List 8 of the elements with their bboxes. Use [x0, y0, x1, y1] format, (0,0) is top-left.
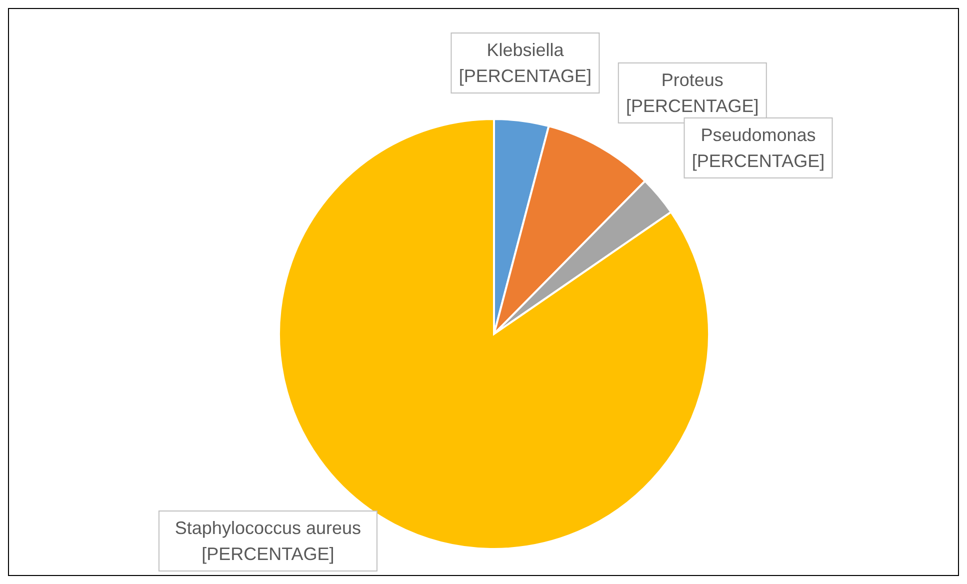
data-label: [PERCENTAGE]: [458, 66, 592, 86]
data-label: [PERCENTAGE]: [692, 150, 825, 171]
data-label: [PERCENTAGE]: [202, 544, 334, 564]
slice-label: Klebsiella: [486, 40, 565, 60]
slice-label: Proteus: [661, 70, 724, 90]
slice-label: Staphylococcus aureus: [174, 518, 362, 538]
data-label: [PERCENTAGE]: [626, 96, 759, 116]
slice-label: Pseudomonas: [700, 124, 816, 145]
